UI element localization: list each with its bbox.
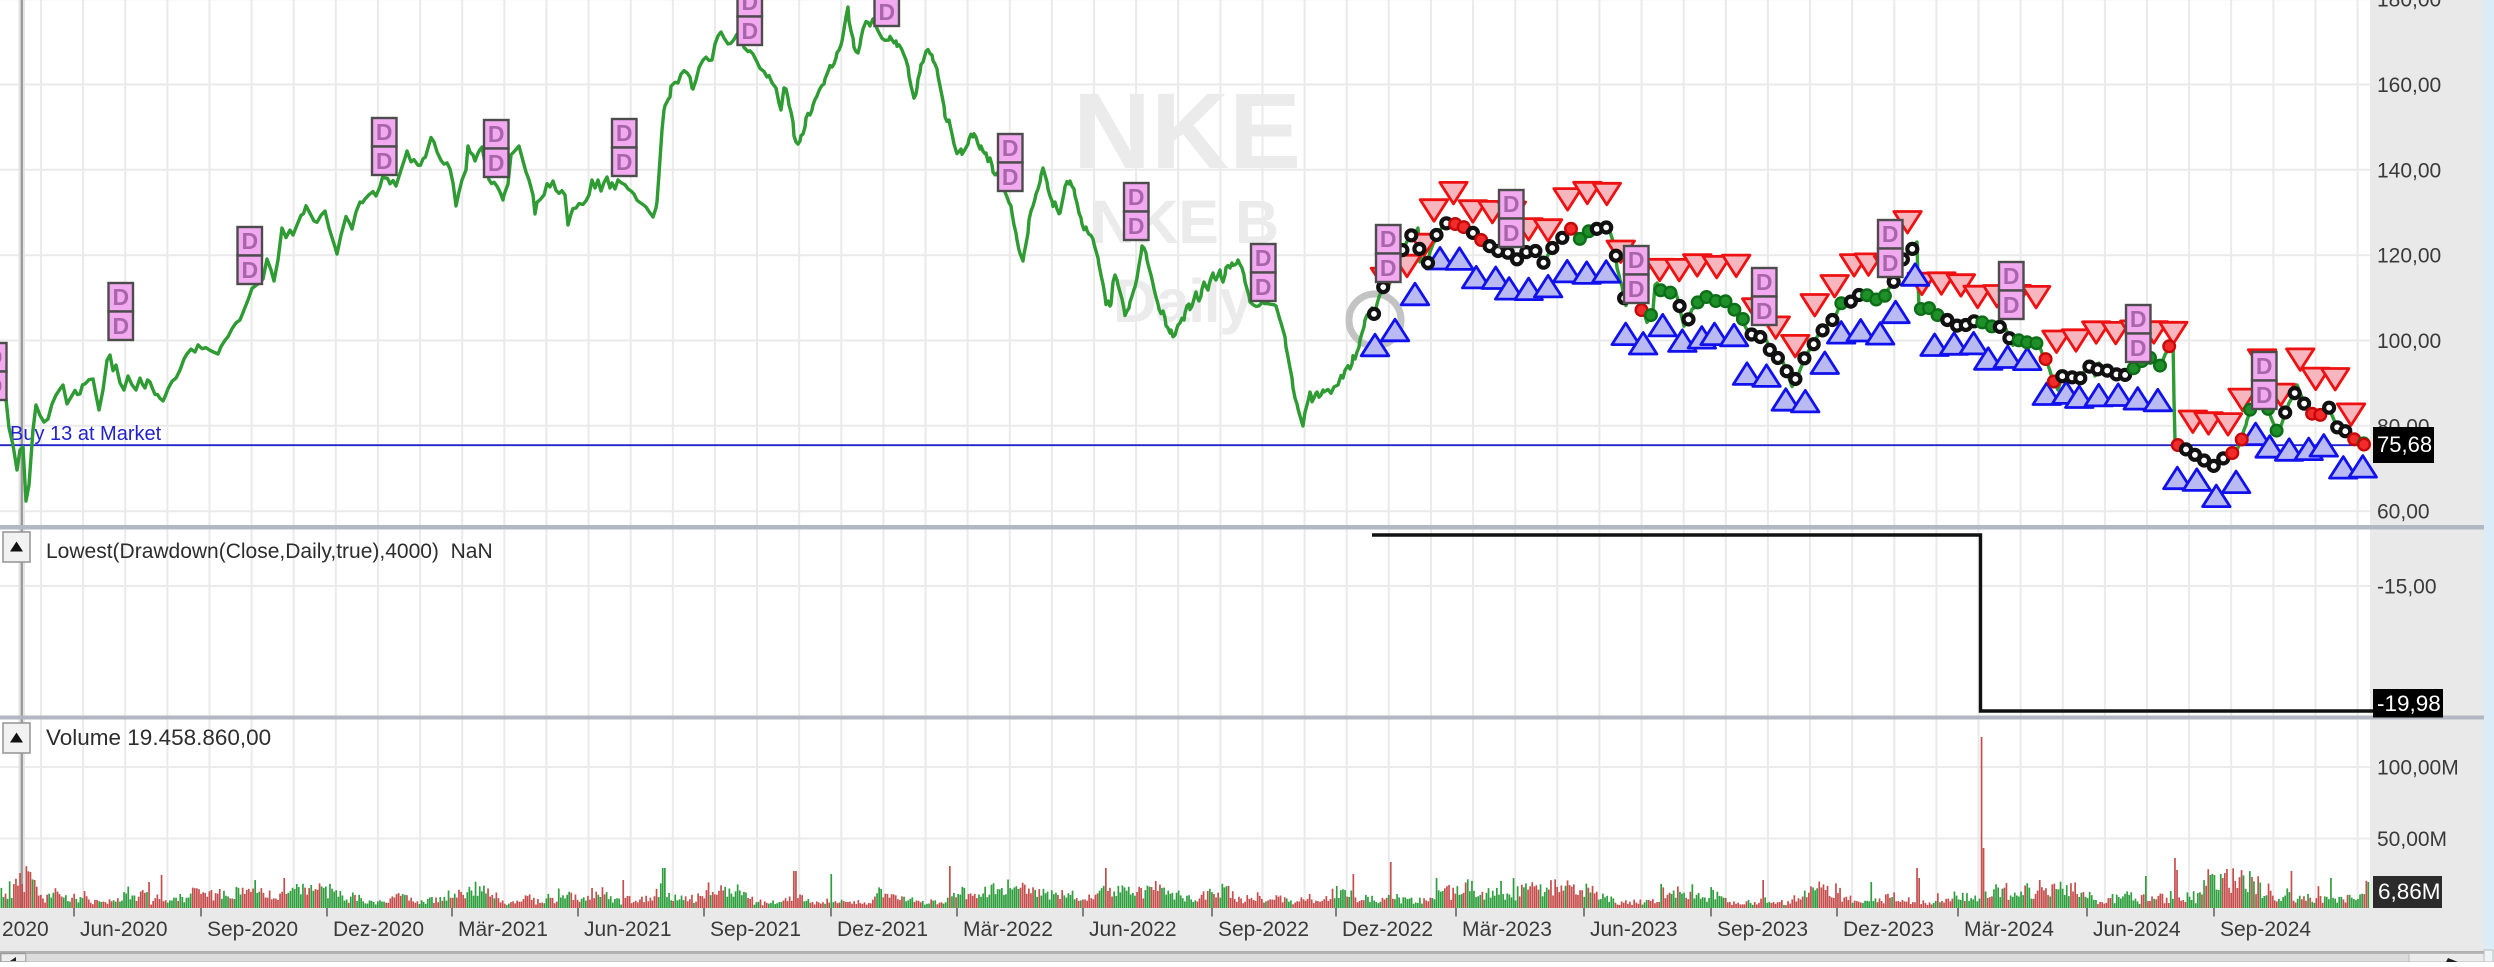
svg-text:140,00: 140,00 xyxy=(2377,159,2441,182)
svg-text:D: D xyxy=(2256,382,2273,408)
svg-text:D: D xyxy=(112,284,129,310)
svg-text:D: D xyxy=(1756,269,1773,295)
svg-text:D: D xyxy=(1628,276,1645,302)
svg-text:D: D xyxy=(1882,221,1899,247)
svg-text:D: D xyxy=(241,228,258,254)
svg-text:Mär-2024: Mär-2024 xyxy=(1964,918,2054,941)
svg-text:Jun-2023: Jun-2023 xyxy=(1590,918,1678,941)
svg-text:D: D xyxy=(0,373,3,399)
svg-text:120,00: 120,00 xyxy=(2377,245,2441,268)
svg-text:Mär-2023: Mär-2023 xyxy=(1462,918,1552,941)
svg-text:D: D xyxy=(0,344,3,370)
svg-text:-15,00: -15,00 xyxy=(2377,576,2437,599)
svg-text:D: D xyxy=(1255,274,1272,300)
svg-text:Mär-2021: Mär-2021 xyxy=(458,918,548,941)
svg-text:Mär-2022: Mär-2022 xyxy=(963,918,1053,941)
svg-text:50,00M: 50,00M xyxy=(2377,828,2447,851)
svg-text:Sep-2023: Sep-2023 xyxy=(1717,918,1808,941)
svg-text:D: D xyxy=(616,120,633,146)
svg-text:D: D xyxy=(1882,250,1899,276)
svg-text:Lowest(Drawdown(Close,Daily,tr: Lowest(Drawdown(Close,Daily,true),4000) … xyxy=(46,540,493,563)
svg-text:Sep-2021: Sep-2021 xyxy=(710,918,801,941)
svg-text:Jun-2020: Jun-2020 xyxy=(80,918,168,941)
svg-text:60,00: 60,00 xyxy=(2377,501,2430,524)
svg-text:D: D xyxy=(1503,220,1520,246)
svg-text:D: D xyxy=(1380,226,1397,252)
svg-text:Dez-2022: Dez-2022 xyxy=(1342,918,1433,941)
svg-text:Jun-2022: Jun-2022 xyxy=(1089,918,1177,941)
svg-text:Buy 13 at Market: Buy 13 at Market xyxy=(10,423,162,445)
svg-text:D: D xyxy=(2130,335,2147,361)
svg-text:D: D xyxy=(2003,292,2020,318)
svg-text:D: D xyxy=(1002,164,1019,190)
svg-text:75,68: 75,68 xyxy=(2377,432,2432,457)
svg-text:D: D xyxy=(878,0,895,25)
svg-text:Sep-2020: Sep-2020 xyxy=(207,918,298,941)
svg-text:D: D xyxy=(488,150,505,176)
svg-text:D: D xyxy=(616,149,633,175)
svg-text:2020: 2020 xyxy=(2,918,49,941)
svg-text:D: D xyxy=(1503,191,1520,217)
svg-text:Volume 19.458.860,00: Volume 19.458.860,00 xyxy=(46,725,271,750)
svg-text:D: D xyxy=(2003,263,2020,289)
svg-text:100,00M: 100,00M xyxy=(2377,757,2459,780)
svg-text:D: D xyxy=(1628,247,1645,273)
svg-text:D: D xyxy=(741,0,758,15)
svg-text:Sep-2024: Sep-2024 xyxy=(2220,918,2311,941)
svg-text:D: D xyxy=(488,121,505,147)
svg-text:D: D xyxy=(1128,184,1145,210)
svg-text:D: D xyxy=(1756,298,1773,324)
svg-text:6,86M: 6,86M xyxy=(2378,879,2441,904)
svg-text:D: D xyxy=(241,257,258,283)
svg-text:D: D xyxy=(1380,255,1397,281)
svg-text:Dez-2020: Dez-2020 xyxy=(333,918,424,941)
svg-text:D: D xyxy=(1255,245,1272,271)
svg-text:Daily: Daily xyxy=(1113,267,1253,335)
svg-text:NKE B: NKE B xyxy=(1091,188,1279,256)
svg-text:D: D xyxy=(741,18,758,44)
svg-text:Jun-2021: Jun-2021 xyxy=(584,918,672,941)
svg-text:Sep-2022: Sep-2022 xyxy=(1218,918,1309,941)
svg-text:NKE: NKE xyxy=(1073,70,1301,191)
svg-text:D: D xyxy=(376,119,393,145)
svg-text:160,00: 160,00 xyxy=(2377,74,2441,97)
svg-text:D: D xyxy=(376,148,393,174)
svg-text:Jun-2024: Jun-2024 xyxy=(2093,918,2181,941)
svg-text:D: D xyxy=(112,313,129,339)
svg-text:D: D xyxy=(1128,213,1145,239)
svg-text:D: D xyxy=(1002,135,1019,161)
svg-text:D: D xyxy=(2130,306,2147,332)
svg-text:-19,98: -19,98 xyxy=(2377,691,2441,716)
svg-text:Dez-2021: Dez-2021 xyxy=(837,918,928,941)
svg-text:100,00: 100,00 xyxy=(2377,330,2441,353)
svg-text:180,00: 180,00 xyxy=(2377,0,2441,12)
svg-text:D: D xyxy=(2256,353,2273,379)
svg-text:Dez-2023: Dez-2023 xyxy=(1843,918,1934,941)
